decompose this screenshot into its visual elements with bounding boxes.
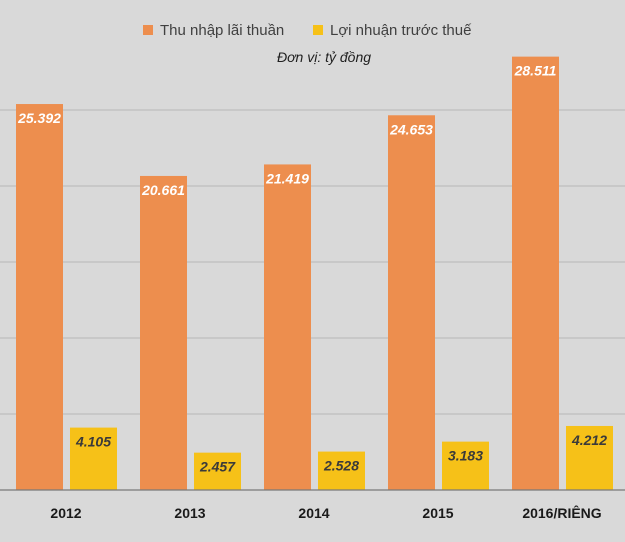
value-label-net-interest-income: 28.511 xyxy=(514,63,557,79)
bar-profit-before-tax xyxy=(566,425,613,490)
bar-profit-before-tax xyxy=(70,427,117,490)
legend: Thu nhập lãi thuần Lợi nhuận trước thuế xyxy=(143,22,472,39)
category-label: 2014 xyxy=(298,505,329,521)
unit-label: Đơn vị: tỷ đồng xyxy=(277,49,371,65)
bar-net-interest-income xyxy=(140,175,187,490)
category-label: 2015 xyxy=(422,505,453,521)
value-label-net-interest-income: 25.392 xyxy=(17,110,61,126)
bar-net-interest-income xyxy=(512,56,559,490)
legend-swatch-profit-before-tax xyxy=(313,25,323,35)
bar-profit-before-tax xyxy=(194,452,241,490)
legend-swatch-net-interest-income xyxy=(143,25,153,35)
bar-net-interest-income xyxy=(16,104,63,491)
bar-net-interest-income xyxy=(388,115,435,490)
category-label: 2013 xyxy=(174,505,205,521)
value-label-profit-before-tax: 2.457 xyxy=(199,459,236,475)
category-labels: 2012 2013 2014 2015 2016/RIÊNG xyxy=(50,504,601,521)
value-label-profit-before-tax: 4.105 xyxy=(75,434,111,450)
category-label: 2016/RIÊNG xyxy=(522,504,601,521)
value-label-net-interest-income: 20.661 xyxy=(141,182,185,198)
value-label-profit-before-tax: 4.212 xyxy=(571,432,607,448)
category-label: 2012 xyxy=(50,505,81,521)
bar-net-interest-income xyxy=(264,164,311,490)
legend-label-profit-before-tax: Lợi nhuận trước thuế xyxy=(330,22,472,39)
bar-profit-before-tax xyxy=(442,441,489,490)
legend-label-net-interest-income: Thu nhập lãi thuần xyxy=(160,22,284,39)
value-label-net-interest-income: 24.653 xyxy=(389,121,433,137)
value-labels: 25.392 4.105 20.661 2.457 21.419 2.528 24.653 3… xyxy=(17,63,607,475)
value-label-profit-before-tax: 2.528 xyxy=(323,458,359,474)
bars xyxy=(16,56,613,491)
value-label-net-interest-income: 21.419 xyxy=(265,170,309,186)
value-label-profit-before-tax: 3.183 xyxy=(448,448,483,464)
bar-profit-before-tax xyxy=(318,451,365,490)
